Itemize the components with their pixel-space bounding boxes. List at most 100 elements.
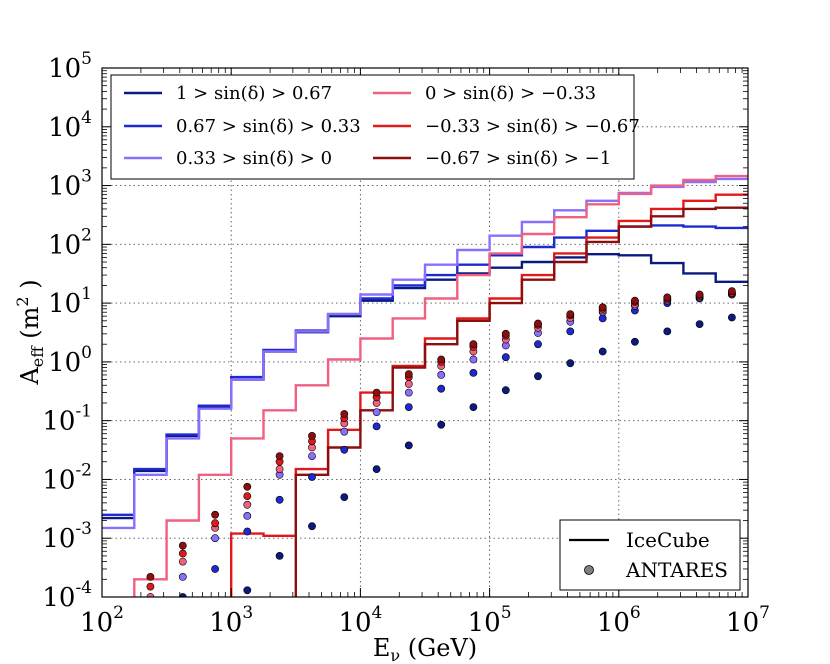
y-tick-exponent: 0 <box>81 343 92 363</box>
antares-marker <box>437 420 446 429</box>
x-tick-base: 10 <box>338 608 371 638</box>
antares-marker <box>308 452 316 460</box>
y-tick-label: 102 <box>48 225 92 260</box>
x-tick-base: 10 <box>726 608 759 638</box>
antares-marker <box>243 586 252 595</box>
antares-marker <box>372 465 381 473</box>
axis-ticks <box>101 67 749 598</box>
antares-series-group <box>146 287 736 613</box>
legend-label-3: 0.33 > sin(δ) > 0 <box>176 148 332 169</box>
antares-marker <box>340 493 349 501</box>
declination-legend: 1 > sin(δ) > 0.67 0.67 > sin(δ) > 0.33 0.3… <box>110 74 640 180</box>
antares-marker <box>404 441 413 450</box>
antares-marker <box>178 573 187 581</box>
y-axis-title-main: A <box>16 367 44 386</box>
antares-marker <box>178 549 187 558</box>
antares-marker <box>501 329 510 338</box>
antares-marker <box>146 593 155 597</box>
x-tick-label: 104 <box>338 603 382 638</box>
plot-frame <box>101 67 749 598</box>
antares-marker <box>534 372 542 381</box>
y-tick-label: 100 <box>48 343 92 378</box>
antares-marker <box>243 500 252 509</box>
x-tick-label: 103 <box>209 603 253 638</box>
antares-marker <box>469 340 478 349</box>
antares-marker <box>275 495 284 504</box>
x-axis-title: Eν (GeV) <box>373 634 477 664</box>
x-tick-label: 106 <box>597 603 641 638</box>
detector-legend-box <box>559 519 741 591</box>
y-tick-label: 10-3 <box>42 519 92 554</box>
y-tick-exponent: -4 <box>75 578 92 598</box>
declination-legend-box <box>110 74 635 180</box>
y-tick-exponent: 3 <box>81 167 92 187</box>
y-axis-title-sup: 2 <box>13 296 32 306</box>
antares-marker <box>243 492 252 500</box>
x-tick-exponent: 4 <box>372 603 383 623</box>
y-axis-title-rest: (m <box>16 306 44 346</box>
legend-label-1: 1 > sin(δ) > 0.67 <box>176 83 332 104</box>
antares-marker <box>437 355 446 364</box>
legend-antares-label: ANTARES <box>625 558 728 582</box>
legend-icecube-label: IceCube <box>626 528 710 552</box>
x-tick-base: 10 <box>597 608 630 638</box>
y-tick-exponent: -2 <box>75 460 92 480</box>
y-tick-base: 10 <box>48 348 81 378</box>
antares-marker <box>372 388 381 397</box>
y-tick-base: 10 <box>48 54 81 84</box>
antares-marker <box>211 565 219 573</box>
y-tick-base: 10 <box>42 524 75 554</box>
y-tick-base: 10 <box>48 230 81 260</box>
x-tick-exponent: 6 <box>630 603 641 623</box>
y-tick-label: 101 <box>48 284 92 319</box>
y-tick-base: 10 <box>48 172 81 202</box>
x-tick-exponent: 7 <box>759 603 770 623</box>
x-axis-title-main: E <box>373 634 391 662</box>
legend-label-6: −0.67 > sin(δ) > −1 <box>425 148 611 169</box>
y-tick-exponent: 4 <box>81 108 92 128</box>
y-tick-exponent: -1 <box>75 402 92 422</box>
icecube-series-group <box>102 174 748 597</box>
x-tick-exponent: 5 <box>501 603 512 623</box>
antares-marker <box>243 482 252 491</box>
antares-marker <box>404 380 413 388</box>
y-tick-base: 10 <box>48 113 81 143</box>
antares-marker <box>534 319 542 328</box>
antares-marker <box>178 541 187 550</box>
y-tick-label: 10-4 <box>42 578 92 613</box>
antares-marker <box>179 606 186 613</box>
y-axis-title-end: ) <box>16 279 44 296</box>
y-tick-label: 105 <box>48 49 92 84</box>
antares-marker <box>695 290 704 299</box>
y-tick-label: 10-1 <box>42 402 92 437</box>
antares-marker <box>211 510 219 519</box>
antares-marker <box>437 384 446 393</box>
y-tick-base: 10 <box>42 407 75 437</box>
antares-marker <box>211 534 219 543</box>
y-tick-exponent: 1 <box>81 284 92 304</box>
antares-marker <box>598 303 607 312</box>
y-tick-label: 103 <box>48 167 92 202</box>
legend-label-4: 0 > sin(δ) > −0.33 <box>425 83 596 104</box>
antares-marker <box>146 573 155 581</box>
antares-marker <box>372 408 381 416</box>
x-tick-exponent: 2 <box>113 603 124 623</box>
y-tick-base: 10 <box>42 465 75 495</box>
antares-marker <box>178 593 187 597</box>
antares-marker <box>695 320 704 328</box>
legend-label-5: −0.33 > sin(δ) > −0.67 <box>425 116 640 137</box>
detector-legend: IceCube ANTARES <box>559 519 741 591</box>
antares-marker <box>663 293 672 302</box>
antares-marker <box>404 370 413 378</box>
y-tick-label: 104 <box>48 108 92 143</box>
antares-marker <box>598 347 607 356</box>
antares-marker <box>147 599 154 606</box>
legend-label-2: 0.67 > sin(δ) > 0.33 <box>176 116 361 137</box>
antares-marker <box>404 403 413 411</box>
antares-marker <box>211 519 219 528</box>
x-tick-label: 105 <box>468 603 512 638</box>
legend-antares-marker <box>584 565 594 575</box>
antares-marker <box>178 557 187 566</box>
